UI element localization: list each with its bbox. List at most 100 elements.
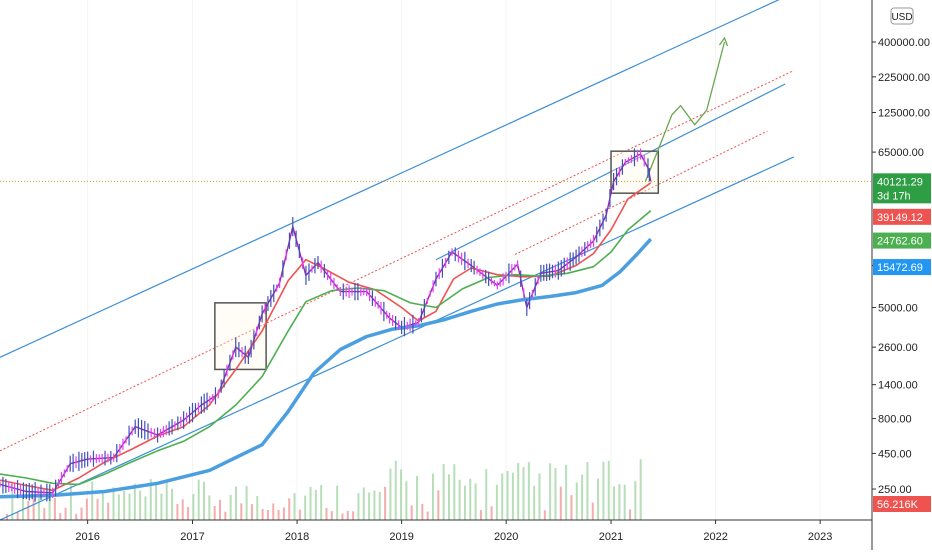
volume-bar — [362, 487, 365, 520]
volume-tag — [873, 496, 931, 512]
volume-bar — [559, 486, 562, 520]
volume-bar — [543, 510, 546, 520]
volume-bar — [346, 510, 349, 520]
volume-bar — [527, 462, 530, 520]
volume-bar — [389, 468, 392, 520]
volume-bar — [538, 473, 541, 520]
volume-bar — [160, 493, 163, 520]
volume-bar — [171, 488, 174, 520]
channel-line — [0, 156, 795, 521]
volume-bar — [208, 495, 211, 520]
volume-bar — [85, 498, 88, 520]
price-labels: USD 40121.29 3d 17h 39149.12 24762.60 15472.6… — [873, 7, 931, 512]
y-tick-label: 225000.00 — [878, 72, 930, 84]
y-tick-label: 125000.00 — [878, 107, 930, 119]
volume-bar — [91, 481, 94, 520]
channel-line — [0, 0, 780, 358]
ma-line — [0, 209, 652, 486]
volume-bar — [219, 499, 221, 520]
volume-bar — [373, 490, 376, 520]
y-tick-label: 1400.00 — [878, 380, 918, 392]
price-tag-text: 40121.29 — [877, 176, 923, 188]
volume-bar — [165, 479, 168, 520]
y-tick-label: 250.00 — [878, 484, 912, 496]
volume-bar — [27, 500, 30, 520]
volume-bar — [288, 498, 291, 520]
volume-bar — [469, 478, 472, 520]
volume-bar — [64, 507, 67, 520]
volume-bar — [139, 490, 142, 520]
volume-bar — [591, 502, 594, 520]
highlight-boxes — [214, 150, 660, 371]
volume-bar — [400, 469, 403, 520]
volume-bar — [59, 513, 62, 520]
volume-bar — [485, 469, 488, 520]
volume-bar — [378, 491, 381, 520]
volume-bar — [405, 481, 408, 520]
volume-bar — [623, 484, 626, 520]
volume-bar — [53, 497, 56, 520]
volume-bar — [261, 509, 264, 520]
volume-bar — [517, 462, 520, 520]
volume-bar — [128, 493, 131, 520]
volume-bar — [16, 511, 19, 520]
volume-bar — [352, 511, 355, 520]
volume-bar — [101, 491, 104, 520]
x-tick-label: 2017 — [180, 531, 204, 543]
volume-bar — [442, 463, 445, 520]
projection-arrowhead — [718, 36, 729, 47]
volume-bar — [522, 467, 525, 520]
volume-bar — [426, 511, 429, 520]
volume-bar — [533, 485, 536, 520]
volume-bar — [341, 513, 344, 520]
volume-bar — [634, 481, 637, 520]
volume-bar — [37, 492, 40, 520]
volume-bar — [357, 493, 360, 520]
volume-bar — [123, 490, 126, 520]
currency-box — [890, 7, 914, 25]
volume-bar — [203, 481, 206, 520]
price-tag-text: 15472.69 — [877, 262, 923, 274]
volume-bar — [309, 486, 312, 520]
volume-bar — [149, 479, 152, 520]
price-tag — [873, 173, 931, 204]
volume-bar — [421, 503, 424, 520]
volume-bar — [32, 498, 35, 520]
price-tag-text: 39149.12 — [877, 212, 923, 224]
price-tag — [873, 259, 931, 276]
y-tick-label: 400000.00 — [878, 37, 930, 49]
volume-bar — [506, 471, 509, 520]
x-tick-label: 2023 — [808, 531, 832, 543]
volume-bar — [410, 505, 413, 520]
volume-bar — [240, 503, 243, 520]
price-tag-subtext: 3d 17h — [877, 190, 911, 202]
volume-bar — [570, 495, 573, 520]
volume-bar — [639, 459, 642, 520]
volume-bar — [453, 464, 456, 520]
x-tick-label: 2019 — [389, 531, 413, 543]
ma-line — [0, 182, 652, 492]
volume-bar — [229, 494, 232, 520]
volume-bar — [581, 474, 584, 520]
volume-bar — [336, 485, 339, 520]
volume-bar — [272, 503, 275, 520]
volume-bar — [155, 484, 158, 520]
volume-bar — [549, 463, 552, 520]
volume-bar — [144, 496, 147, 520]
volume-bars — [6, 459, 642, 520]
volume-bar — [490, 506, 493, 520]
volume-bar — [575, 482, 578, 520]
volume-bar — [368, 492, 371, 520]
candles — [0, 148, 651, 502]
regression-dotted-line — [0, 70, 795, 452]
volume-bar — [320, 485, 323, 520]
volume-bar — [511, 472, 514, 520]
volume-tag-text: 56.216K — [877, 499, 919, 511]
volume-bar — [298, 509, 301, 520]
x-tick-label: 2021 — [599, 531, 623, 543]
volume-bar — [432, 473, 434, 520]
volume-bar — [266, 509, 269, 520]
price-line — [0, 153, 652, 494]
x-tick-label: 2020 — [494, 531, 518, 543]
